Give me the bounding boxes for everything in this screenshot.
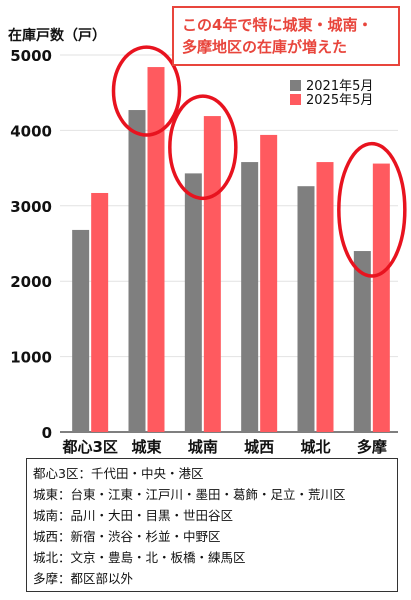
bar — [203, 116, 221, 432]
bar — [184, 173, 202, 433]
y-tick-label: 1000 — [10, 349, 52, 367]
y-tick-label: 0 — [42, 424, 52, 442]
legend-label: 2025年5月 — [306, 93, 373, 108]
bar — [353, 251, 371, 432]
y-tick-label: 4000 — [10, 122, 52, 140]
x-tick-label: 城東 — [131, 438, 161, 456]
bar — [316, 162, 334, 432]
bar — [241, 162, 259, 432]
x-tick-label: 城西 — [244, 438, 274, 456]
area-definition: 都心3区：千代田・中央・港区 — [33, 466, 204, 481]
area-definition: 城北：文京・豊島・北・板橋・練馬区 — [33, 550, 246, 565]
bar — [260, 134, 278, 432]
bar — [72, 229, 90, 432]
highlight-ellipse — [168, 94, 238, 201]
highlight-ellipse — [337, 141, 407, 278]
annotation-line-2: 多摩地区の在庫が増えた — [182, 38, 348, 56]
legend-swatch — [290, 80, 301, 91]
legend-swatch — [290, 94, 301, 105]
area-definition: 多摩：都区部以外 — [33, 571, 134, 586]
x-tick-label: 城南 — [188, 438, 218, 456]
bar — [91, 192, 109, 432]
y-tick-label: 5000 — [10, 47, 52, 65]
area-definition: 城南：品川・大田・目黒・世田谷区 — [33, 508, 234, 523]
y-tick-label: 3000 — [10, 198, 52, 216]
bar — [372, 163, 390, 433]
bar — [128, 110, 146, 433]
annotation-line-1: この4年で特に城東・城南・ — [182, 16, 373, 34]
bar — [147, 67, 165, 433]
x-tick-label: 都心3区 — [61, 438, 117, 456]
highlight-ellipse — [111, 45, 182, 137]
x-tick-label: 城北 — [300, 438, 330, 456]
area-definition: 城西：新宿・渋谷・杉並・中野区 — [33, 529, 221, 544]
bar-chart: 在庫戸数（戸） 0 1000 2000 3000 4000 5000 都心3区 城東 城南 城西… — [8, 27, 407, 456]
y-axis-title: 在庫戸数（戸） — [8, 27, 106, 44]
area-definition: 城東：台東・江東・江戸川・墨田・葛飾・足立・荒川区 — [33, 487, 346, 502]
annotation-callout: この4年で特に城東・城南・ 多摩地区の在庫が増えた — [172, 6, 400, 66]
area-definitions-box: 都心3区：千代田・中央・港区 城東：台東・江東・江戸川・墨田・葛飾・足立・荒川区… — [26, 458, 398, 592]
y-tick-label: 2000 — [10, 273, 52, 291]
bar — [297, 186, 315, 432]
legend-label: 2021年5月 — [306, 79, 373, 94]
x-tick-label: 多摩 — [357, 438, 388, 456]
